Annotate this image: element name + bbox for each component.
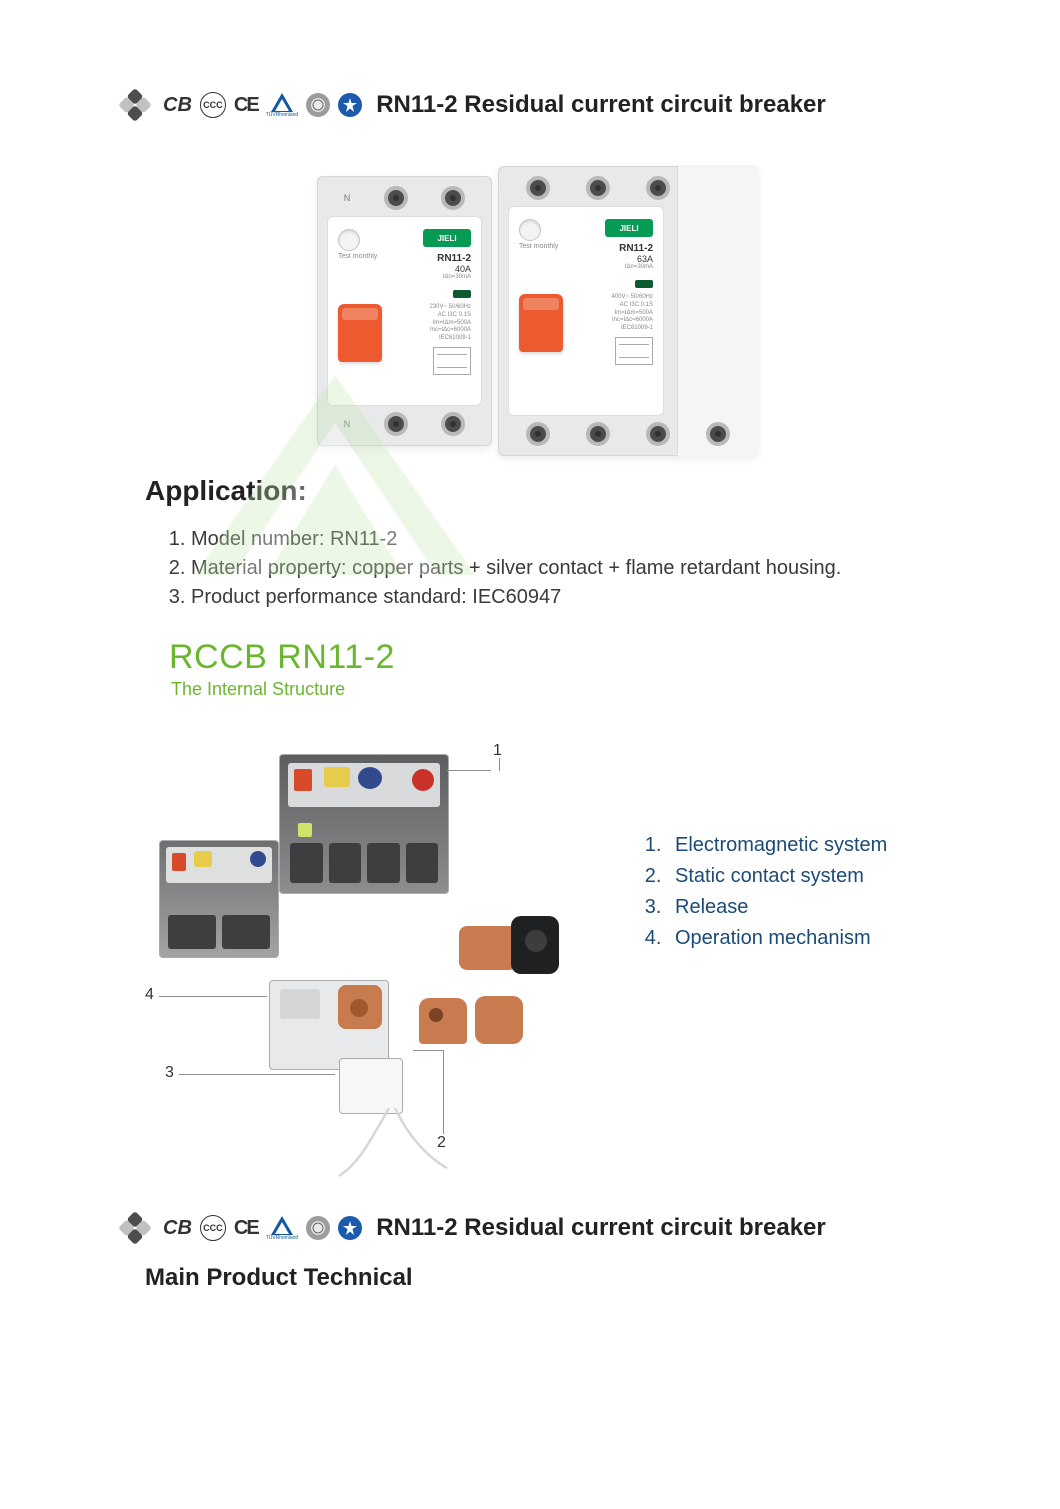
callout-2-label: 2 [437,1134,446,1152]
ccc-cert-icon: CCC [200,1215,226,1241]
page-title-repeat: RN11-2 Residual current circuit breaker [376,1214,826,1242]
cb-cert-icon: CB [163,1217,192,1240]
rccb-section: RCCB RN11-2 The Internal Structure [115,638,960,1180]
ce-cert-icon: CE [234,1217,258,1240]
rccb-title: RCCB RN11-2 [169,638,960,677]
vendor-logo-icon [115,85,155,125]
callout-1-label: 1 [493,742,502,760]
watermark-icon [185,365,485,585]
breaker-4p: Test monthly JIELI RN11-2 63A IΔn=30mA [498,166,758,456]
legend-item: Release [667,892,887,923]
page-title: RN11-2 Residual current circuit breaker [376,91,826,119]
legend-item: Static contact system [667,861,887,892]
tuv-cert-icon: TÜVRheinland [266,93,299,118]
cert-badge-grey-icon [306,93,330,117]
cert-badge-blue-icon [338,1216,362,1240]
tuv-cert-icon: TÜVRheinland [266,1216,299,1241]
certification-row-top: CB CCC CE TÜVRheinland RN11-2 Residual c… [115,85,960,125]
cb-cert-icon: CB [163,94,192,117]
ccc-cert-icon: CCC [200,92,226,118]
rccb-subtitle: The Internal Structure [171,679,960,700]
vendor-logo-icon [115,1208,155,1248]
legend: Electromagnetic system Static contact sy… [639,830,887,954]
legend-item: Electromagnetic system [667,830,887,861]
technical-heading: Main Product Technical [145,1264,960,1292]
certification-row-bottom: CB CCC CE TÜVRheinland RN11-2 Residual c… [115,1208,960,1248]
cert-badge-blue-icon [338,93,362,117]
legend-item: Operation mechanism [667,923,887,954]
internal-structure-diagram: 1 4 3 2 [149,730,579,1180]
callout-4-label: 4 [145,986,154,1004]
callout-3-label: 3 [165,1064,174,1082]
application-item: Product performance standard: IEC60947 [191,583,960,612]
cert-badge-grey-icon [306,1216,330,1240]
ce-cert-icon: CE [234,94,258,117]
